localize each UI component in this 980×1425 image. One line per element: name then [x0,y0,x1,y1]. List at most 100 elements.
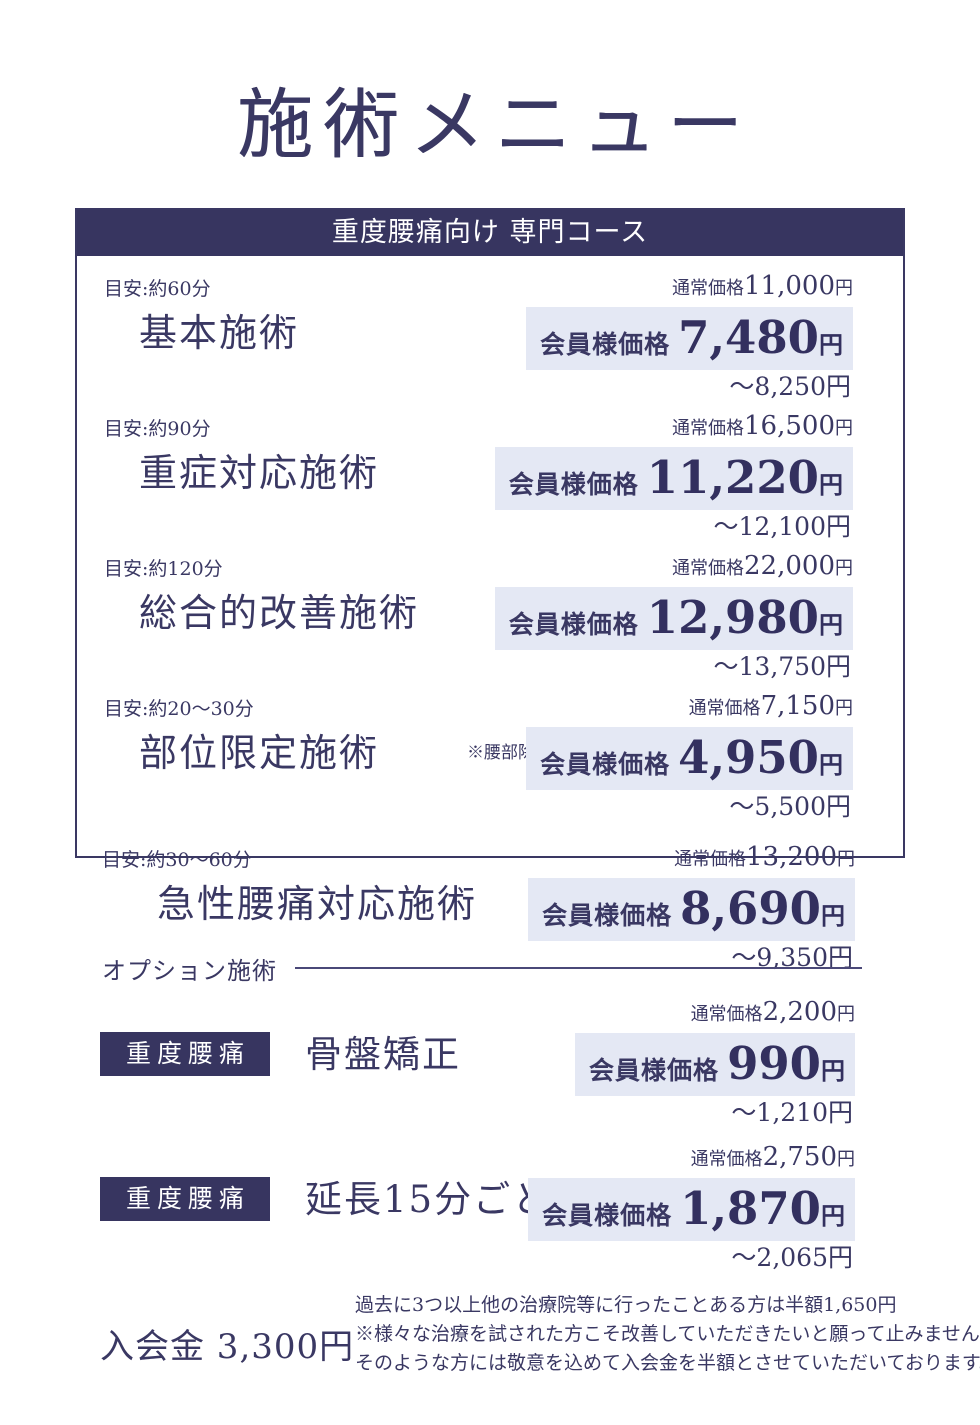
regular-price-amount: 2,750 [762,1141,837,1172]
regular-price-label: 通常価格 [672,417,745,439]
page-title: 施術メニュー [237,79,753,169]
row-price-block: 通常価格2,750円 会員様価格 1,870円 〜2,065円 [435,1141,855,1275]
footer: 入会金 3,300円 過去に3つ以上他の治療院等に行ったことある方は半額1,65… [0,1291,980,1411]
member-price-amount: 4,950 [678,730,819,784]
regular-price-yen: 円 [835,417,853,439]
regular-price-amount: 13,200 [746,841,837,872]
option-badge: 重度腰痛 [100,1031,271,1076]
member-price-yen: 円 [819,469,843,499]
member-price-amount: 8,690 [680,881,821,935]
row-treatment-name: 部位限定施術 [139,730,380,775]
regular-price-label: 通常価格 [690,1003,763,1025]
menu-row: 目安:約20〜30分 部位限定施術 ※腰部除く 通常価格7,150円 会員様価格… [77,690,903,830]
member-price-label: 会員様価格 [508,469,639,499]
footer-note-line: そのような方には敬意を込めて入会金を半額とさせていただいております。 [355,1351,980,1374]
regular-price-yen: 円 [837,1148,855,1170]
member-price-highlight: 会員様価格 7,480円 [526,306,853,370]
member-price-highlight: 会員様価格 8,690円 [528,877,855,941]
course-box-header: 重度腰痛向け 専門コース [77,209,903,256]
member-price-label: 会員様価格 [540,749,671,779]
regular-price-label: 通常価格 [688,697,761,719]
regular-price: 通常価格11,000円 [433,270,853,305]
regular-price-yen: 円 [837,1003,855,1025]
row-price-block: 通常価格11,000円 会員様価格 7,480円 〜8,250円 [433,270,853,404]
member-price-yen: 円 [821,900,845,930]
member-price-label: 会員様価格 [542,900,673,930]
footer-note-line: ※様々な治療を試された方こそ改善していただきたいと願って止みません。 [355,1322,980,1345]
regular-price: 通常価格7,150円 [433,690,853,725]
member-price-yen: 円 [819,609,843,639]
row-duration: 目安:約30〜60分 [102,848,252,871]
row-price-block: 通常価格7,150円 会員様価格 4,950円 〜5,500円 [433,690,853,824]
regular-price-amount: 16,500 [744,410,835,441]
regular-price: 通常価格22,000円 [433,550,853,585]
footer-notes: 過去に3つ以上他の治療院等に行ったことある方は半額1,650円 ※様々な治療を試… [355,1291,980,1378]
row-treatment-name: 総合的改善施術 [139,590,420,635]
range-price: 〜13,750円 [713,651,851,681]
row-price-block: 通常価格13,200円 会員様価格 8,690円 〜9,350円 [435,841,855,975]
range-price: 〜5,500円 [729,791,851,821]
row-treatment-name: 重症対応施術 [139,450,380,495]
regular-price-yen: 円 [837,848,855,870]
member-price-label: 会員様価格 [508,609,639,639]
range-price: 〜1,210円 [731,1097,853,1127]
row-treatment-name: 骨盤矯正 [305,1032,461,1076]
row-duration: 目安:約60分 [104,277,211,300]
menu-row-acute: 目安:約30〜60分 急性腰痛対応施術 通常価格13,200円 会員様価格 8,6… [0,841,980,981]
member-price-highlight: 会員様価格 4,950円 [526,726,853,790]
range-price: 〜2,065円 [731,1242,853,1272]
regular-price-amount: 22,000 [744,550,835,581]
row-price-block: 通常価格22,000円 会員様価格 12,980円 〜13,750円 [433,550,853,684]
regular-price-yen: 円 [835,697,853,719]
regular-price: 通常価格2,750円 [435,1141,855,1176]
member-price-amount: 990 [727,1036,821,1090]
regular-price-yen: 円 [835,557,853,579]
option-section-heading: オプション施術 [102,951,862,986]
member-price-amount: 7,480 [678,310,819,364]
option-section-label: オプション施術 [102,956,277,985]
regular-price: 通常価格16,500円 [433,410,853,445]
regular-price-label: 通常価格 [672,277,745,299]
regular-price-label: 通常価格 [672,557,745,579]
joining-fee: 入会金 3,300円 [100,1326,355,1367]
member-price-amount: 11,220 [646,450,819,504]
member-price-yen: 円 [821,1055,845,1085]
member-price-amount: 1,870 [680,1181,821,1235]
member-price-label: 会員様価格 [540,329,671,359]
member-price-label: 会員様価格 [589,1055,720,1085]
regular-price-label: 通常価格 [690,1148,763,1170]
row-price-block: 通常価格2,200円 会員様価格 990円 〜1,210円 [435,996,855,1130]
regular-price-amount: 11,000 [744,270,835,301]
member-price-label: 会員様価格 [542,1200,673,1230]
footer-note-line: 過去に3つ以上他の治療院等に行ったことある方は半額1,650円 [355,1293,897,1316]
row-duration: 目安:約90分 [104,417,211,440]
regular-price: 通常価格13,200円 [435,841,855,876]
menu-row: 目安:約60分 基本施術 通常価格11,000円 会員様価格 7,480円 〜8,… [77,270,903,410]
range-price: 〜9,350円 [731,942,853,972]
option-badge: 重度腰痛 [100,1176,271,1221]
regular-price-amount: 7,150 [760,690,835,721]
course-box-body: 目安:約60分 基本施術 通常価格11,000円 会員様価格 7,480円 〜8,… [77,256,903,856]
member-price-yen: 円 [819,329,843,359]
menu-row: 目安:約120分 総合的改善施術 通常価格22,000円 会員様価格 12,980… [77,550,903,690]
member-price-yen: 円 [821,1200,845,1230]
menu-row: 目安:約90分 重症対応施術 通常価格16,500円 会員様価格 11,220円 … [77,410,903,550]
member-price-highlight: 会員様価格 1,870円 [528,1177,855,1241]
option-section-divider [295,967,862,970]
option-row: 重度腰痛 骨盤矯正 通常価格2,200円 会員様価格 990円 〜1,210円 [0,996,980,1141]
regular-price-amount: 2,200 [762,996,837,1027]
row-duration: 目安:約20〜30分 [104,697,254,720]
course-box: 重度腰痛向け 専門コース 目安:約60分 基本施術 通常価格11,000円 会員… [75,207,905,858]
row-treatment-name: 基本施術 [139,310,300,355]
member-price-yen: 円 [819,749,843,779]
row-duration: 目安:約120分 [104,557,223,580]
member-price-amount: 12,980 [646,590,819,644]
member-price-highlight: 会員様価格 11,220円 [494,446,853,510]
option-row: 重度腰痛 延長15分ごと 通常価格2,750円 会員様価格 1,870円 〜2,0… [0,1141,980,1286]
range-price: 〜8,250円 [729,371,851,401]
regular-price-yen: 円 [835,277,853,299]
row-price-block: 通常価格16,500円 会員様価格 11,220円 〜12,100円 [433,410,853,544]
row-treatment-name: 急性腰痛対応施術 [157,881,478,926]
range-price: 〜12,100円 [713,511,851,541]
member-price-highlight: 会員様価格 12,980円 [494,586,853,650]
